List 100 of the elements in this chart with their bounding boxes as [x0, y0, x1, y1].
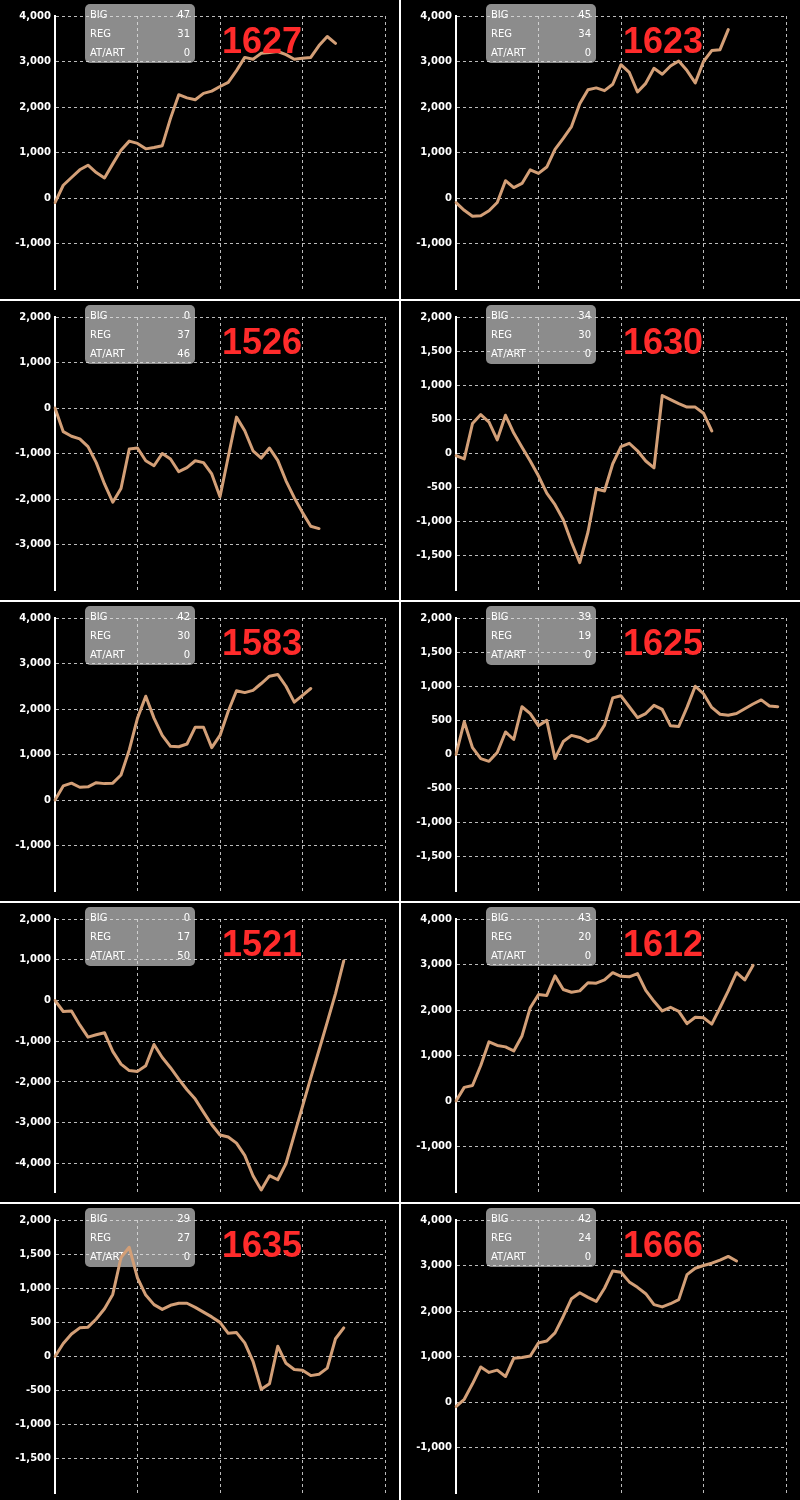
annotation: 17 [177, 930, 190, 944]
y-tick-label: 2,000 [420, 1304, 453, 1316]
y-tick-label: -500 [25, 1384, 52, 1396]
annotation: 0 [183, 1250, 190, 1264]
annotation: REG [90, 1231, 112, 1245]
y-tick-label: 2,000 [19, 912, 52, 924]
annotation: REG [491, 328, 513, 342]
annotation: 37 [177, 328, 190, 342]
annotation: REG [90, 27, 112, 41]
y-tick-label: -500 [426, 782, 453, 794]
annotation: BIG [90, 309, 108, 323]
annotation: REG [90, 930, 112, 944]
annotation: REG [491, 629, 513, 643]
chart-title: 1612 [623, 923, 704, 965]
y-tick-label: 0 [44, 1350, 52, 1362]
annotation: AT/ART [491, 648, 526, 662]
annotation: AT/ART [90, 648, 125, 662]
annotation: AT/ART [90, 949, 125, 963]
y-tick-label: 0 [445, 191, 453, 203]
annotation: REG [491, 1231, 513, 1245]
annotation: 43 [578, 911, 591, 925]
y-tick-label: 3,000 [420, 55, 453, 67]
annotation: 27 [177, 1231, 190, 1245]
y-tick-label: -1,000 [416, 1441, 453, 1453]
annotation: 34 [578, 309, 591, 323]
y-tick-label: 0 [44, 401, 52, 413]
chart-title: 1623 [623, 20, 704, 62]
y-tick-label: -2,000 [15, 492, 52, 504]
annotation: 19 [578, 629, 591, 643]
y-tick-label: -2,000 [15, 1075, 52, 1087]
y-tick-label: -3,000 [15, 1116, 52, 1128]
annotation: 46 [177, 347, 190, 361]
y-tick-label: 3,000 [19, 55, 52, 67]
annotation: 24 [578, 1231, 591, 1245]
y-tick-label: 1,000 [420, 679, 453, 691]
annotation: AT/ART [491, 46, 526, 60]
y-tick-label: -1,000 [416, 515, 453, 527]
y-tick-label: -1,000 [15, 1034, 52, 1046]
annotation: BIG [491, 1212, 509, 1226]
annotation: 31 [177, 27, 190, 41]
y-tick-label: 500 [431, 713, 453, 725]
y-tick-label: 3,000 [19, 657, 52, 669]
chart-title: 1583 [222, 622, 303, 664]
y-tick-label: -1,000 [15, 1418, 52, 1430]
y-tick-label: -1,000 [416, 1140, 453, 1152]
y-tick-label: 1,000 [19, 748, 52, 760]
annotation: 0 [584, 648, 591, 662]
y-tick-label: 4,000 [19, 9, 52, 21]
chart-title: 1630 [623, 321, 704, 363]
y-tick-label: 0 [445, 447, 453, 459]
y-tick-label: 1,000 [19, 146, 52, 158]
y-tick-label: 0 [445, 1094, 453, 1106]
y-tick-label: 3,000 [420, 958, 453, 970]
annotation: REG [491, 930, 513, 944]
annotation: 42 [578, 1212, 591, 1226]
y-tick-label: 2,000 [19, 310, 52, 322]
annotation: 47 [177, 8, 190, 22]
chart-title: 1625 [623, 622, 704, 664]
y-tick-label: -1,500 [15, 1452, 52, 1464]
chart-title: 1635 [222, 1224, 303, 1266]
annotation: AT/ART [491, 347, 526, 361]
annotation: REG [491, 27, 513, 41]
annotation: BIG [90, 610, 108, 624]
y-tick-label: 1,000 [420, 378, 453, 390]
chart-title: 1627 [222, 20, 303, 62]
annotation: BIG [491, 8, 509, 22]
annotation: BIG [90, 911, 108, 925]
annotation: AT/ART [491, 1250, 526, 1264]
y-tick-label: 4,000 [420, 9, 453, 21]
y-tick-label: 4,000 [19, 611, 52, 623]
y-tick-label: 1,000 [19, 953, 52, 965]
y-tick-label: 1,000 [420, 1049, 453, 1061]
annotation: AT/ART [90, 46, 125, 60]
y-tick-label: 4,000 [420, 1213, 453, 1225]
annotation: BIG [491, 610, 509, 624]
annotation: REG [90, 328, 112, 342]
y-tick-label: 1,000 [420, 146, 453, 158]
y-tick-label: 2,000 [420, 1003, 453, 1015]
annotation: 34 [578, 27, 591, 41]
y-tick-label: -3,000 [15, 538, 52, 550]
annotation: 42 [177, 610, 190, 624]
annotation: 0 [183, 46, 190, 60]
y-tick-label: 1,000 [420, 1350, 453, 1362]
y-tick-label: 1,500 [420, 645, 453, 657]
annotation: 20 [578, 930, 591, 944]
annotation: 0 [183, 309, 190, 323]
annotation: 39 [578, 610, 591, 624]
chart-title: 1521 [222, 923, 303, 965]
annotation: 45 [578, 8, 591, 22]
annotation: BIG [491, 309, 509, 323]
y-tick-label: 2,000 [420, 310, 453, 322]
chart-title: 1666 [623, 1224, 704, 1266]
y-tick-label: 1,000 [19, 356, 52, 368]
y-tick-label: 500 [431, 412, 453, 424]
y-tick-label: -4,000 [15, 1157, 52, 1169]
annotation: AT/ART [491, 949, 526, 963]
y-tick-label: -1,000 [15, 237, 52, 249]
y-tick-label: -1,000 [416, 237, 453, 249]
y-tick-label: 0 [44, 994, 52, 1006]
annotation: 0 [584, 46, 591, 60]
